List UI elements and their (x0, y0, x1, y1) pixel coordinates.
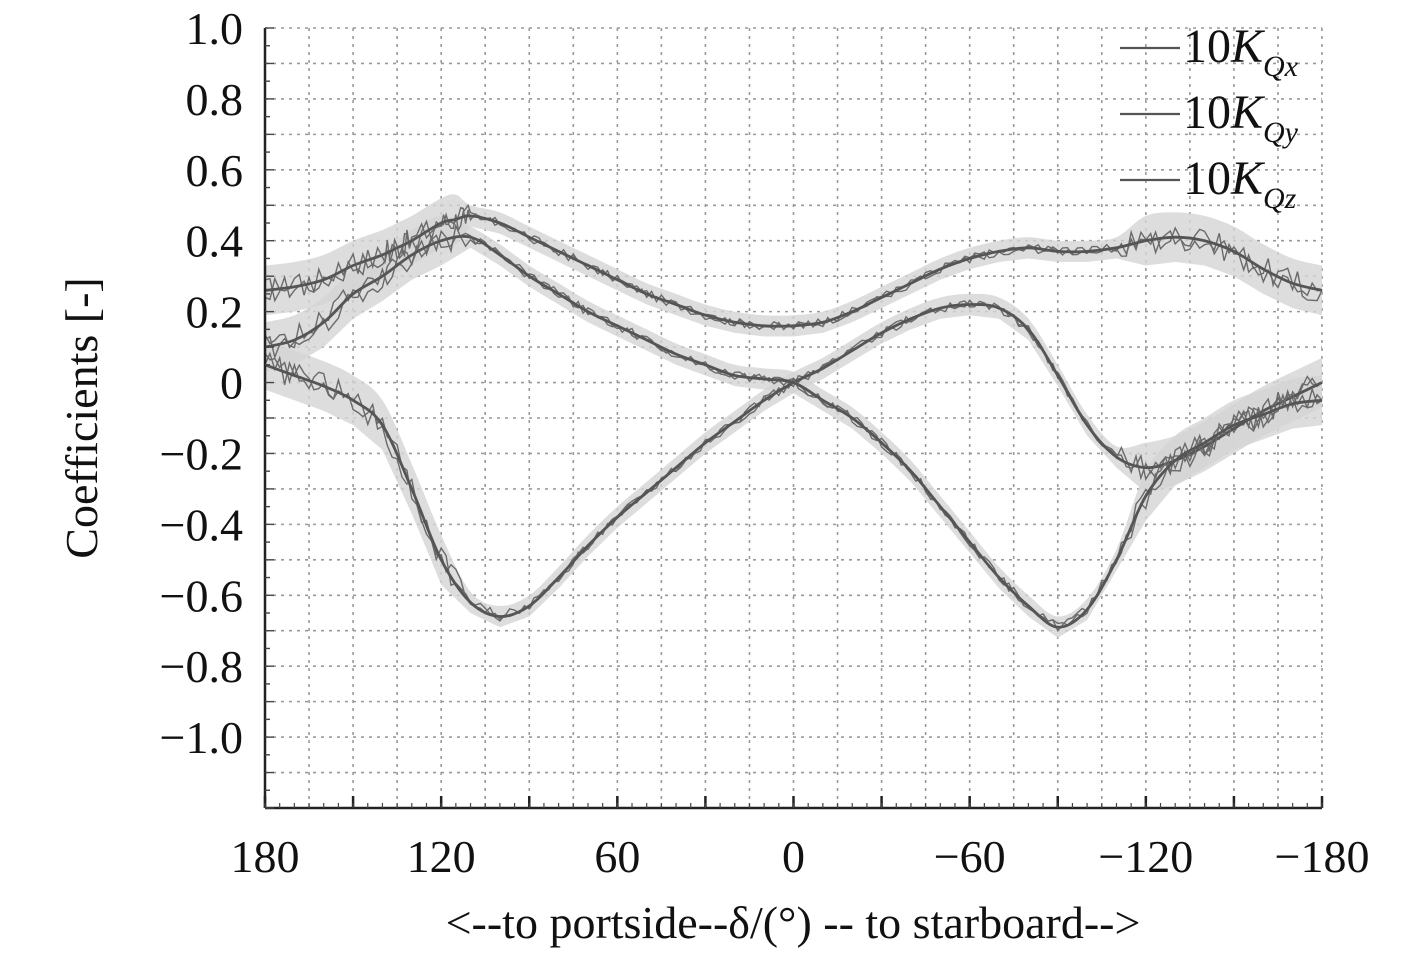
series-10K_Qx (264, 214, 1323, 328)
y-tick-label: 0.8 (186, 74, 244, 125)
legend-entry: 10KQy (1183, 86, 1299, 149)
legend-entry: 10KQz (1183, 152, 1297, 215)
x-tick-label: 0 (782, 831, 805, 882)
y-tick-label: 0.2 (186, 287, 244, 338)
y-tick-label: −0.8 (160, 641, 243, 692)
series-lines (264, 203, 1323, 633)
tick-labels: 1.0 0.8 0.6 0.4 0.2 0 −0.2 −0.4 −0.6 −0.8 −1.0 180 1… (160, 3, 1370, 882)
x-axis-label: <--to portside--δ/(°) -- to starboard--> (446, 897, 1141, 948)
y-tick-label: −0.6 (160, 570, 243, 621)
y-tick-label: −0.2 (160, 428, 243, 479)
x-tick-label: 60 (594, 831, 640, 882)
y-tick-label: −0.4 (160, 499, 243, 550)
grid (264, 27, 1323, 809)
y-tick-label: 0.4 (186, 216, 244, 267)
y-tick-label: −1.0 (160, 712, 243, 763)
band-10K_Qx (265, 194, 1322, 337)
x-tick-label: 120 (407, 831, 476, 882)
y-tick-label: 0 (220, 358, 243, 409)
x-tick-label: 180 (231, 831, 300, 882)
axes (263, 27, 1324, 810)
legend-entry: 10KQx (1183, 20, 1299, 83)
x-tick-label: −60 (934, 831, 1006, 882)
series-10K_Qz (264, 234, 1323, 629)
trace-10K_Qy (264, 300, 1323, 622)
y-axis-label: Coefficients [-] (56, 277, 107, 558)
x-tick-label: −120 (1098, 831, 1193, 882)
y-tick-label: 1.0 (186, 3, 244, 54)
trace-10K_Qz (264, 223, 1323, 626)
x-tick-label: −180 (1275, 831, 1370, 882)
y-tick-label: 0.6 (186, 145, 244, 196)
